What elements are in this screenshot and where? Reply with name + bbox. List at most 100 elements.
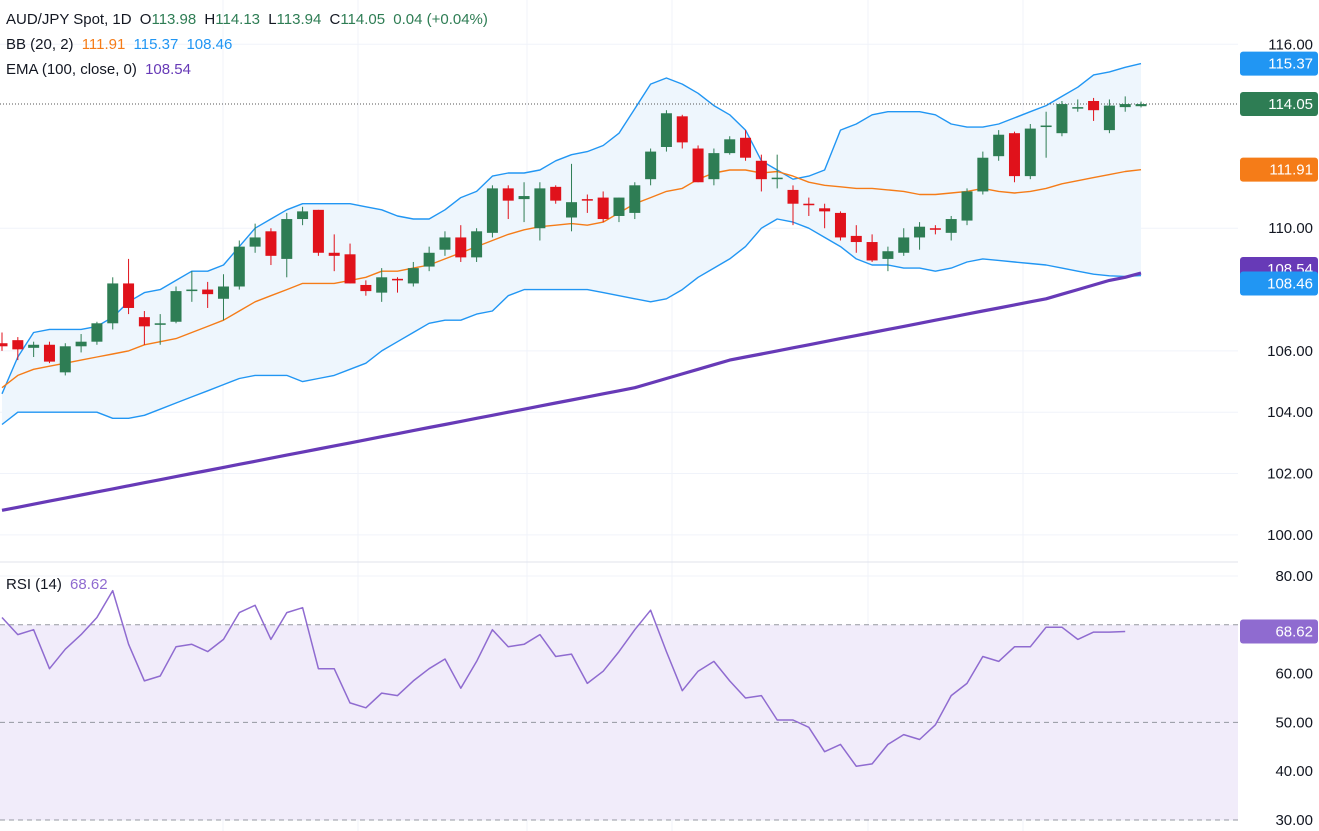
ohlc-open: O113.98 <box>140 11 196 28</box>
candle-body <box>945 219 957 233</box>
candle <box>755 154 767 192</box>
candle <box>1024 123 1036 180</box>
candle <box>708 148 720 186</box>
rsi-label: RSI (14) <box>6 576 62 593</box>
low-label: L <box>268 11 277 28</box>
candle-body <box>566 202 578 218</box>
candle-body <box>455 237 467 258</box>
candle-body <box>107 283 119 324</box>
candle <box>28 341 40 358</box>
rsi-badge: 68.62 <box>1275 624 1313 641</box>
candle <box>107 277 119 330</box>
rsi-band-fill <box>0 624 1238 820</box>
candle <box>1135 101 1147 108</box>
candle-body <box>740 137 752 158</box>
candle <box>566 163 578 232</box>
price-badge: 114.05 <box>1268 96 1313 113</box>
candle-body <box>771 177 783 180</box>
candle <box>233 240 245 290</box>
candle <box>676 114 688 149</box>
candle <box>898 228 910 256</box>
bb-basis-value: 111.91 <box>81 36 126 53</box>
candle-body <box>360 284 372 292</box>
price-badge-background <box>1240 157 1318 182</box>
candle <box>771 154 783 189</box>
candle-body <box>803 203 815 206</box>
candle-body <box>1040 125 1052 128</box>
candle-body <box>486 188 498 233</box>
candle <box>344 243 356 284</box>
candle-body <box>328 252 340 256</box>
candle-body <box>1119 104 1131 108</box>
candle <box>1040 111 1052 158</box>
ohlc-high: H114.13 <box>204 11 260 28</box>
candle-body <box>502 188 514 201</box>
symbol-title: AUD/JPY Spot, 1D <box>6 11 132 28</box>
candle-body <box>581 199 593 201</box>
candle <box>486 185 498 238</box>
candle-body <box>613 197 625 216</box>
change-value: 0.04 (+0.04%) <box>393 11 488 28</box>
candle <box>882 246 894 272</box>
candle-body <box>186 289 198 292</box>
candle <box>186 271 198 302</box>
candle-body <box>75 341 87 347</box>
candle-body <box>28 344 40 348</box>
rsi-tick-label: 50.00 <box>1275 714 1313 731</box>
candle-body <box>154 323 166 325</box>
bb-upper-value: 115.37 <box>133 36 179 53</box>
candle-body <box>787 189 799 204</box>
candle <box>265 228 277 266</box>
candle-body <box>43 344 55 362</box>
candle-body <box>376 277 388 293</box>
price-tick-label: 110.00 <box>1268 220 1313 237</box>
candle-body <box>297 211 309 220</box>
candle-body <box>898 237 910 253</box>
candle-body <box>344 254 356 284</box>
candle-body <box>1024 128 1036 177</box>
candle <box>613 197 625 223</box>
candle <box>91 321 103 345</box>
ema-line <box>1 271 1142 512</box>
candle <box>170 286 182 324</box>
candle-body <box>1103 105 1115 131</box>
candle-body <box>882 251 894 259</box>
candle <box>407 261 419 287</box>
rsi-tick-label: 40.00 <box>1275 763 1313 780</box>
candle-body <box>392 278 403 281</box>
candle <box>423 246 435 272</box>
candle-body <box>1008 133 1020 177</box>
candle <box>1056 100 1068 137</box>
price-badge-background <box>1240 51 1318 76</box>
candle-body <box>914 226 926 238</box>
candle <box>502 185 514 220</box>
candle-body <box>977 157 989 192</box>
candle-body <box>312 209 324 253</box>
candle <box>297 206 309 226</box>
rsi-tick-label: 80.00 <box>1275 568 1313 585</box>
candle-body <box>692 148 704 183</box>
candle-body <box>217 286 229 299</box>
price-badge: 115.37 <box>1268 56 1313 73</box>
candle-body <box>1056 104 1068 134</box>
candle <box>455 225 467 262</box>
candle <box>914 222 926 250</box>
candle-body <box>1072 107 1084 109</box>
candle-body <box>471 231 483 258</box>
candle-body <box>138 317 150 327</box>
candle <box>692 145 704 183</box>
candle <box>581 194 593 213</box>
candle <box>376 268 388 302</box>
candle-body <box>676 116 688 143</box>
candle <box>961 188 973 226</box>
candle-body <box>534 188 546 229</box>
ohlc-close: C114.05 <box>329 11 385 28</box>
candle <box>43 341 55 364</box>
candle-body <box>59 346 71 373</box>
price-tick-label: 116.00 <box>1268 36 1313 53</box>
candle <box>534 182 546 241</box>
ohlc-low: L113.94 <box>268 11 321 28</box>
candle-body <box>170 291 182 322</box>
high-value: 114.13 <box>215 11 261 28</box>
